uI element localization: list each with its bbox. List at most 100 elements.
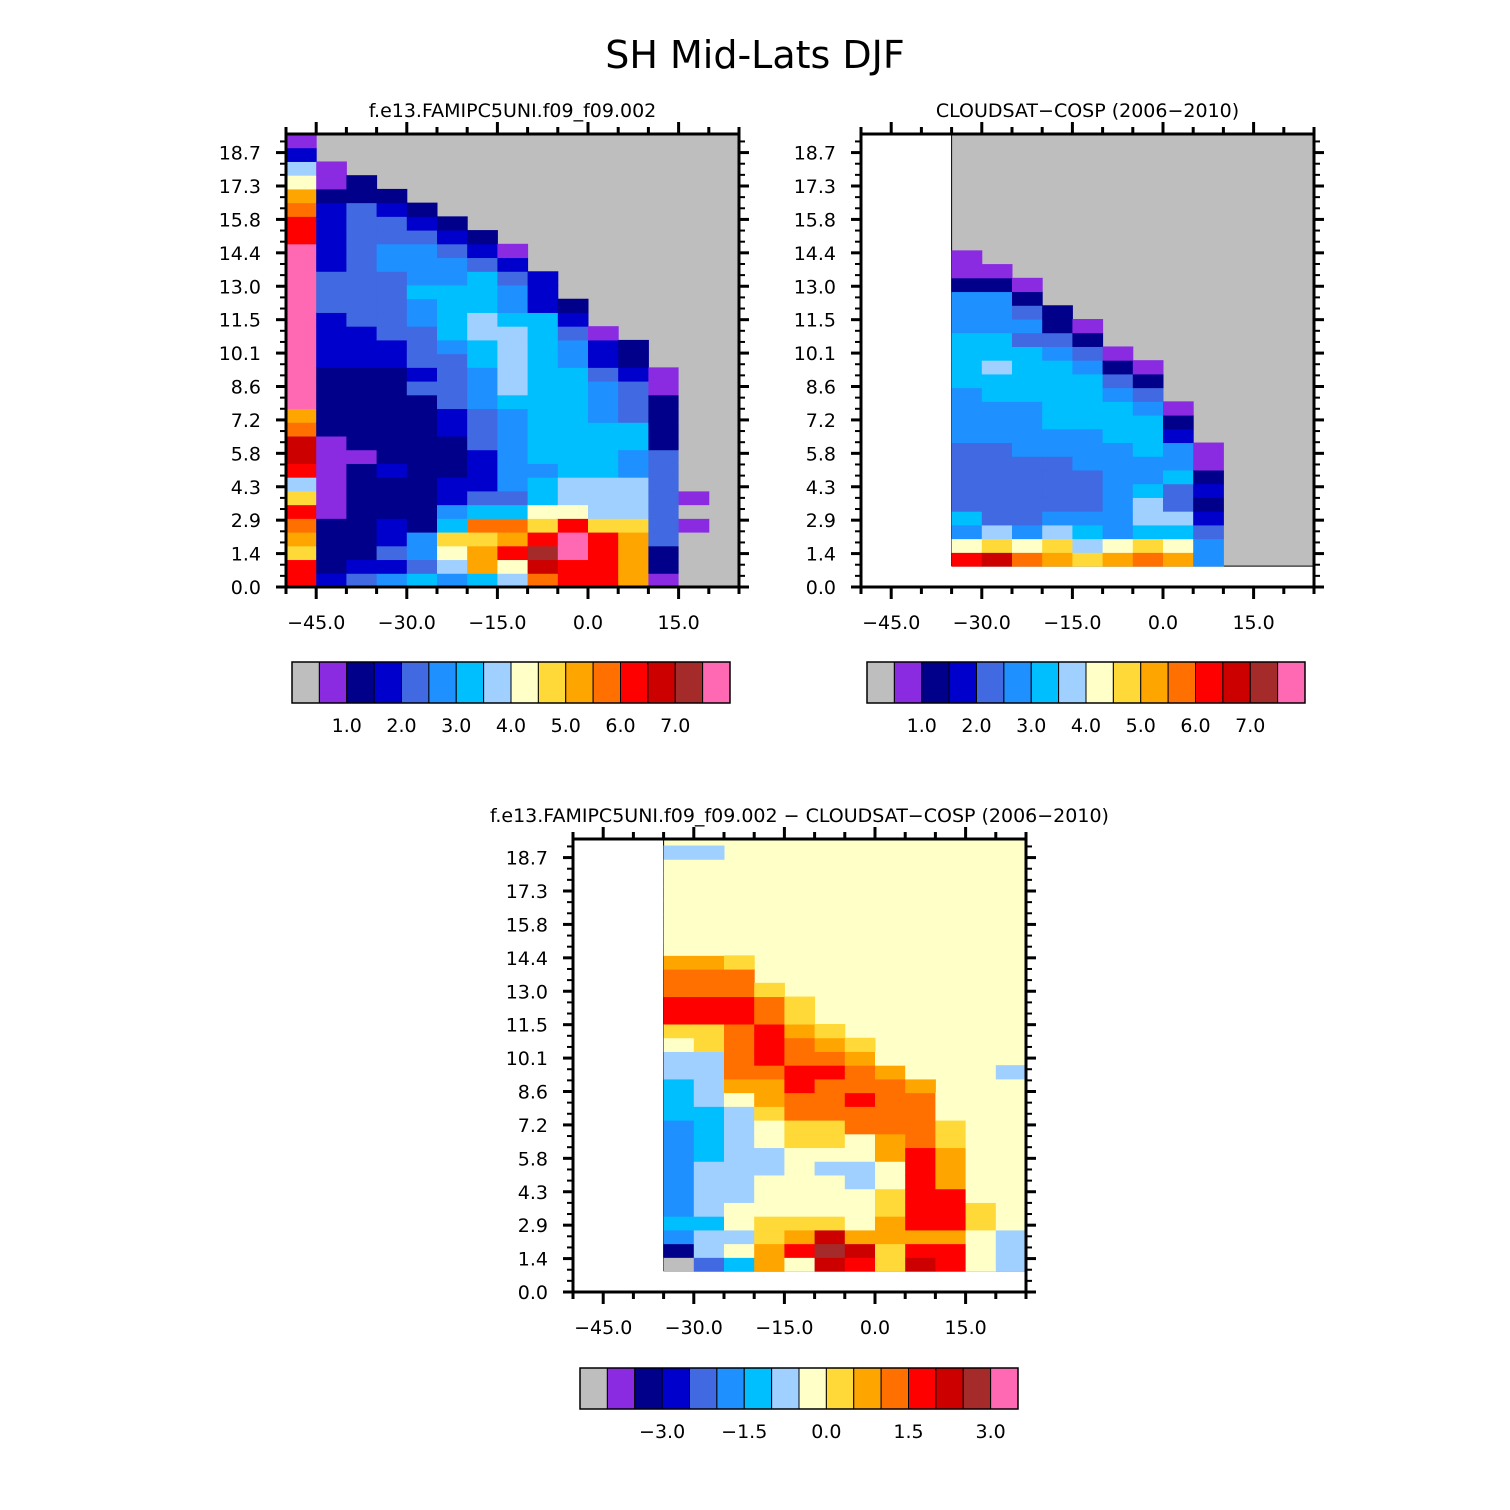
heatmap-cell [875,1147,906,1162]
heatmap-cell [1072,360,1104,375]
heatmap-cell [346,312,378,327]
heatmap-cell [588,408,619,423]
heatmap-cell [951,552,983,567]
heatmap-cell [1163,415,1194,430]
heatmap-cell [346,353,378,368]
heatmap-cell [663,1216,695,1231]
heatmap-cell [618,353,649,368]
heatmap-cell [951,277,983,293]
heatmap-cell [1012,387,1043,402]
heatmap-cell [693,1051,725,1066]
y-tick-label: 17.3 [794,176,836,198]
heatmap-cell [376,339,408,355]
heatmap-cell [316,436,347,451]
heatmap-cell [754,1051,785,1066]
heatmap-cell [1042,428,1073,444]
heatmap-cell [316,188,347,204]
heatmap-cell [678,436,710,451]
heatmap-cell [875,1161,906,1176]
heatmap-cell [995,1133,1027,1149]
heatmap-cell [1072,524,1104,540]
x-tick-label: 0.0 [860,1317,890,1339]
heatmap-cell [346,381,378,396]
heatmap-cell [935,1147,967,1162]
heatmap-cell [693,900,725,915]
y-tick-label: 7.2 [806,410,836,432]
heatmap-cell [784,1133,816,1149]
heatmap-cell [1012,319,1043,334]
heatmap-cell [1132,497,1164,512]
heatmap-cell [286,353,317,368]
heatmap-cell [981,305,1013,320]
heatmap-cell [557,381,589,396]
heatmap-cell [965,1147,997,1162]
heatmap-cell [406,285,438,300]
heatmap-cell [497,532,529,547]
heatmap-cell [618,449,649,464]
heatmap-cell [784,1243,816,1258]
heatmap-cell [286,381,317,396]
heatmap-cell [1042,511,1073,526]
heatmap-cell [437,285,468,300]
heatmap-cell [784,1161,816,1176]
colorbar-frame [866,661,1306,704]
heatmap-cell [286,436,317,451]
heatmap-cell [557,326,589,341]
heatmap-cell [1102,415,1134,430]
heatmap-cell [1193,511,1224,526]
colorbar-label: 5.0 [551,715,581,737]
heatmap-cell [724,955,755,970]
heatmap-cell [678,449,710,464]
heatmap-cell [981,264,1013,279]
heatmap-cell [814,1216,846,1231]
heatmap-cell [648,408,680,423]
heatmap-cell [663,1147,695,1162]
heatmap-cell [875,1175,906,1190]
heatmap-cell [875,1188,906,1203]
heatmap-cell [935,1120,967,1135]
heatmap-cell [693,1133,725,1149]
colorbar-label: 4.0 [1071,715,1101,737]
heatmap-cell [693,1037,725,1052]
heatmap-cell [1042,470,1073,485]
heatmap-cell [995,1092,1027,1107]
heatmap-cell [437,573,468,588]
heatmap-cell [316,230,347,245]
heatmap-cell [1042,332,1073,347]
heatmap-cell [497,339,529,355]
heatmap-cell [346,477,378,492]
colorbar-swatch [990,1367,1019,1410]
heatmap-cell [1042,387,1073,402]
panel-title: f.e13.FAMIPC5UNI.f09_f09.002 [369,100,657,122]
heatmap-cell [951,250,983,265]
heatmap-cell [935,1092,967,1107]
heatmap-cell [316,161,347,176]
heatmap-cell [376,202,408,217]
heatmap-cell [693,1202,725,1217]
heatmap-cell [618,367,649,382]
heatmap-cell [951,291,983,306]
heatmap-cell [286,298,317,313]
heatmap-cell [965,1161,997,1176]
heatmap-cell [844,1175,876,1190]
heatmap-cell [678,408,710,423]
colorbar-label: 3.0 [441,715,471,737]
heatmap-cell [1012,373,1043,389]
heatmap-cell [1102,524,1134,540]
heatmap-cell [935,1188,967,1203]
heatmap-cell [497,326,529,341]
heatmap-cell [316,243,347,259]
heatmap-cell [1163,538,1194,553]
heatmap-cell [437,545,468,561]
heatmap-cell [693,1065,725,1080]
heatmap-cell [1193,538,1224,553]
heatmap-cell [663,1175,695,1190]
heatmap-cell [316,394,347,410]
heatmap-cell [588,367,619,382]
colorbar-swatch [689,1367,718,1410]
heatmap-cell [875,1120,906,1135]
heatmap-cell [286,230,317,245]
heatmap-cell [663,941,695,956]
heatmap-cell [346,188,378,204]
model-panel: f.e13.FAMIPC5UNI.f09_f09.002 −45.0 −30.0 −1… [219,100,749,737]
